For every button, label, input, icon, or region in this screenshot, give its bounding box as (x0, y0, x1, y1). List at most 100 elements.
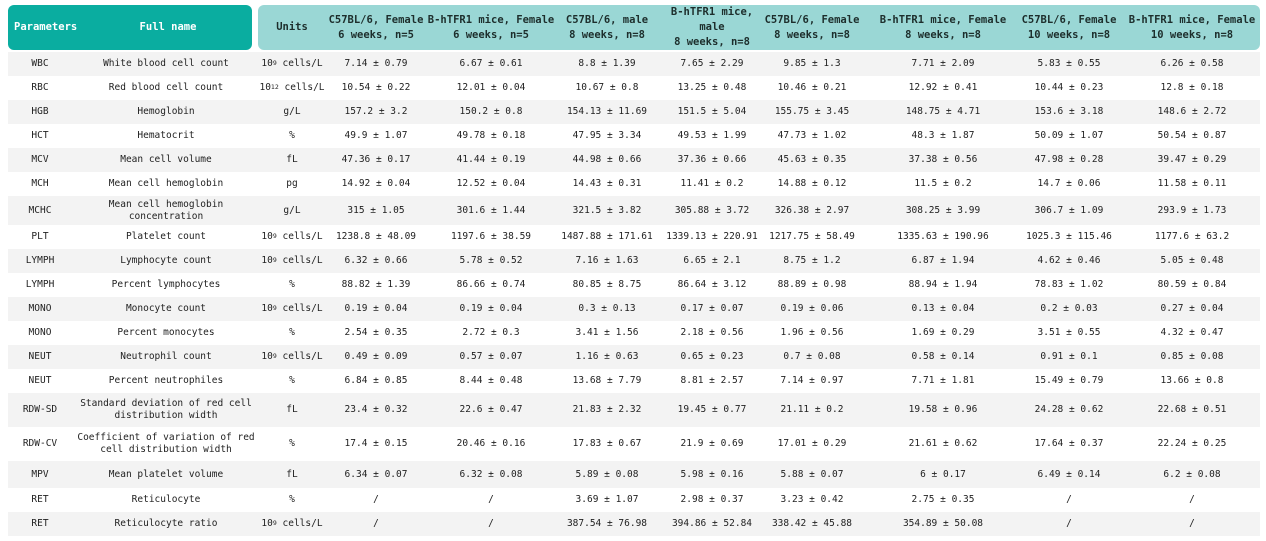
value-cell: 301.6 ± 1.44 (456, 204, 526, 216)
value-cell: 1.96 ± 0.56 (780, 327, 844, 338)
value-cell: / (1189, 494, 1195, 505)
header-column-line: C57BL/6, male (565, 13, 649, 26)
value-cell: 5.78 ± 0.52 (459, 255, 523, 266)
value-cell: 0.91 ± 0.1 (1040, 351, 1098, 362)
unit-cell: g/L (259, 100, 325, 124)
value-cell: 10.54 ± 0.22 (341, 82, 411, 93)
unit-base: % (289, 494, 295, 505)
header-column-3: C57BL/6, male 8 weeks, n=8 (549, 5, 665, 50)
value-cell: 39.47 ± 0.29 (1157, 154, 1227, 165)
unit-base: fL (286, 404, 298, 415)
table-row: RET Reticulocyte ratio 10 9 cells/L / / 387.54… (8, 512, 1260, 536)
value-cell: 80.59 ± 0.84 (1157, 279, 1227, 290)
value-cell: 0.3 ± 0.13 (578, 303, 636, 314)
value-cell: / (488, 494, 494, 505)
value-cell: 19.58 ± 0.96 (908, 404, 978, 415)
unit-base: 10 (261, 303, 273, 314)
unit-base: 10 (261, 231, 273, 242)
value-cell: 21.61 ± 0.62 (908, 438, 978, 449)
header-column-line: 8 weeks, n=8 (905, 28, 981, 41)
value-cell: 7.65 ± 2.29 (680, 58, 744, 69)
value-cell: 315 ± 1.05 (347, 204, 405, 216)
table-row: LYMPH Lymphocyte count 10 9 cells/L 6.32 ± 0… (8, 249, 1260, 273)
full-name-cell: Red blood cell count (108, 82, 224, 93)
unit-rest: cells/L (276, 518, 323, 529)
value-cell: 6.65 ± 2.1 (683, 255, 741, 266)
value-cell: 22.6 ± 0.47 (459, 404, 523, 415)
unit-rest: cells/L (276, 351, 323, 362)
parameter-cell: HCT (31, 130, 49, 141)
value-cell: / (373, 494, 379, 505)
parameter-cell: RBC (31, 82, 49, 93)
header-column-2: B-hTFR1 mice, Female 6 weeks, n=5 (428, 5, 554, 50)
full-name-cell: Hemoglobin (137, 106, 195, 117)
header-column-line: C57BL/6, Female (328, 13, 424, 26)
unit-cell: 10 9 cells/L (261, 255, 323, 266)
unit-rest: cells/L (276, 231, 323, 242)
value-cell: 157.2 ± 3.2 (344, 106, 408, 117)
value-cell: 21.9 ± 0.69 (680, 438, 744, 449)
header-column-4: B-hTFR1 mice, male 8 weeks, n=8 (658, 5, 766, 50)
full-name-cell: Lymphocyte count (120, 255, 212, 266)
value-cell: 4.62 ± 0.46 (1037, 255, 1101, 266)
value-cell: 1197.6 ± 38.59 (450, 231, 532, 242)
value-cell: 50.54 ± 0.87 (1157, 130, 1227, 141)
value-cell: 14.43 ± 0.31 (572, 178, 642, 189)
table-row: MCV Mean cell volume fL 47.36 ± 0.17 41.44 ±… (8, 148, 1260, 172)
value-cell: 80.85 ± 8.75 (572, 279, 642, 290)
table-row: RET Reticulocyte% / / 3.69 ± 1.07 2.98 ± 0.37… (8, 488, 1260, 512)
value-cell: 8.44 ± 0.48 (459, 375, 523, 386)
unit-cell: 10 9 cells/L (261, 58, 323, 69)
full-name-cell: Monocyte count (125, 303, 207, 314)
unit-base: 10 (261, 255, 273, 266)
parameter-cell: RDW-CV (22, 438, 58, 449)
value-cell: 8.75 ± 1.2 (783, 255, 841, 266)
value-cell: 6.67 ± 0.61 (459, 58, 523, 69)
header-column-line: male (699, 21, 725, 33)
header-column-7: C57BL/6, Female 10 weeks, n=8 (1011, 5, 1127, 50)
value-cell: 12.8 ± 0.18 (1160, 82, 1224, 93)
value-cell: 6.26 ± 0.58 (1160, 58, 1224, 69)
value-cell: 338.42 ± 45.88 (771, 518, 853, 529)
value-cell: 86.64 ± 3.12 (677, 279, 747, 290)
full-name-cell: Standard deviation of red cell distribut… (80, 398, 252, 421)
value-cell: 6.87 ± 1.94 (911, 255, 975, 266)
value-cell: 1.16 ± 0.63 (575, 351, 639, 362)
value-cell: 148.6 ± 2.72 (1157, 106, 1227, 117)
parameter-cell: RET (31, 494, 49, 505)
parameter-cell: MONO (28, 327, 52, 338)
value-cell: 7.71 ± 2.09 (911, 58, 975, 69)
value-cell: 2.98 ± 0.37 (680, 494, 744, 505)
header-parameters: Parameters (14, 21, 78, 33)
value-cell: 3.41 ± 1.56 (575, 327, 639, 338)
table-row: NEUT Percent neutrophiles% 6.84 ± 0.85 8.44… (8, 369, 1260, 393)
value-cell: 88.82 ± 1.39 (341, 279, 411, 290)
table-row: RBC Red blood cell count 10 12 cells/L 10.54… (8, 76, 1260, 100)
parameter-cell: MCHC (28, 204, 52, 216)
table-row: RDW-CV Coefficient of variation of red ce… (8, 427, 1260, 461)
value-cell: 14.92 ± 0.04 (341, 178, 411, 189)
parameter-cell: MCH (31, 178, 49, 189)
value-cell: 10.44 ± 0.23 (1034, 82, 1104, 93)
value-cell: 326.38 ± 2.97 (774, 204, 850, 216)
value-cell: 0.27 ± 0.04 (1160, 303, 1224, 314)
value-cell: 0.19 ± 0.06 (780, 303, 844, 314)
value-cell: 12.52 ± 0.04 (456, 178, 526, 189)
value-cell: 2.75 ± 0.35 (911, 494, 975, 505)
value-cell: 308.25 ± 3.99 (905, 204, 981, 216)
value-cell: 6.84 ± 0.85 (344, 375, 408, 386)
value-cell: 0.7 ± 0.08 (783, 351, 841, 362)
value-cell: 11.58 ± 0.11 (1157, 178, 1227, 189)
table-row: RDW-SD Standard deviation of red cell dis… (8, 393, 1260, 427)
value-cell: 45.63 ± 0.35 (777, 154, 847, 165)
value-cell: 17.64 ± 0.37 (1034, 438, 1104, 449)
value-cell: 7.16 ± 1.63 (575, 255, 639, 266)
value-cell: 41.44 ± 0.19 (456, 154, 526, 165)
full-name-cell: Platelet count (125, 231, 207, 242)
full-name-cell: Reticulocyte ratio (114, 518, 218, 529)
unit-rest: cells/L (276, 303, 323, 314)
value-cell: 47.98 ± 0.28 (1034, 154, 1104, 165)
full-name-cell: Percent lymphocytes (111, 279, 221, 290)
table-row: MPV Mean platelet volume fL 6.34 ± 0.07 6.32… (8, 461, 1260, 488)
full-name-cell: Hematocrit (137, 130, 195, 141)
